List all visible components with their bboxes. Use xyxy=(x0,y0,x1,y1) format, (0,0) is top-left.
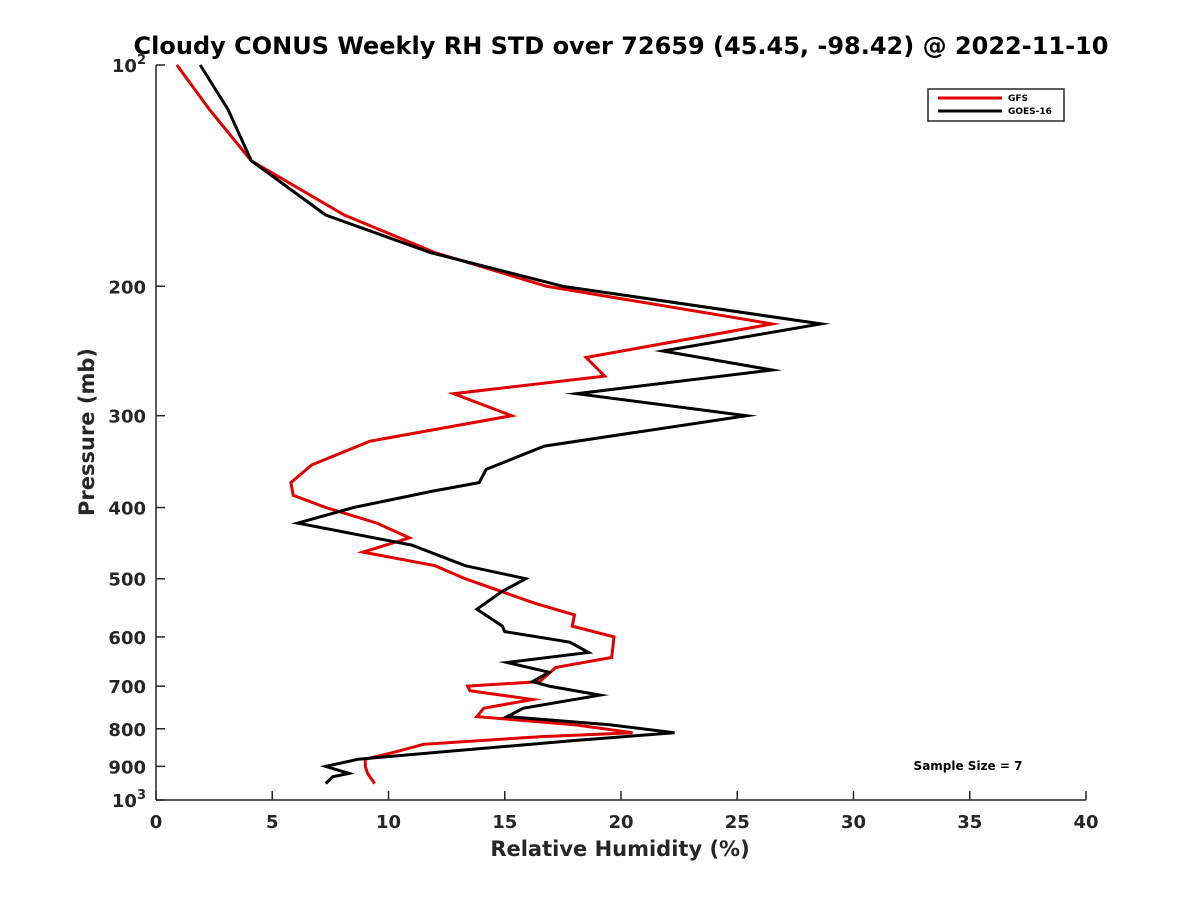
legend: GFS GOES-16 xyxy=(927,88,1065,122)
x-tick-label: 0 xyxy=(150,812,163,833)
plot-background xyxy=(156,65,1086,800)
legend-label: GFS xyxy=(1008,94,1028,104)
plot-area xyxy=(156,65,1086,800)
legend-box xyxy=(927,88,1065,122)
y-tick-label: 400 xyxy=(108,499,146,520)
x-axis-label: Relative Humidity (%) xyxy=(490,837,749,861)
series-line-goes-16 xyxy=(198,64,831,785)
y-axis-label: Pressure (mb) xyxy=(75,348,99,516)
series-line-gfs xyxy=(175,64,781,785)
x-tick-label: 5 xyxy=(266,812,279,833)
y-tick-label: 900 xyxy=(108,757,146,778)
axes: 0 5 10 15 20 25 30 35 40 102 200 300 400 500 600 700 800… xyxy=(108,53,1098,833)
x-tick-label: 20 xyxy=(608,812,633,833)
y-tick-label: 600 xyxy=(108,628,146,649)
y-tick-label: 103 xyxy=(112,788,146,812)
y-tick-label: 700 xyxy=(108,677,146,698)
y-tick-label: 300 xyxy=(108,407,146,428)
x-tick-label: 25 xyxy=(725,812,750,833)
x-tick-label: 30 xyxy=(841,812,866,833)
y-tick-label: 800 xyxy=(108,720,146,741)
legend-label: GOES-16 xyxy=(1008,107,1052,117)
x-tick-label: 35 xyxy=(957,812,982,833)
x-tick-label: 40 xyxy=(1073,812,1098,833)
x-tick-label: 10 xyxy=(376,812,401,833)
y-tick-label: 500 xyxy=(108,570,146,591)
y-tick-label: 102 xyxy=(112,53,146,77)
series-layer xyxy=(175,64,831,785)
y-tick-label: 200 xyxy=(108,277,146,298)
x-tick-label: 15 xyxy=(492,812,517,833)
sample-size-annotation: Sample Size = 7 xyxy=(914,759,1023,773)
chart-title: Cloudy CONUS Weekly RH STD over 72659 (4… xyxy=(134,32,1109,60)
